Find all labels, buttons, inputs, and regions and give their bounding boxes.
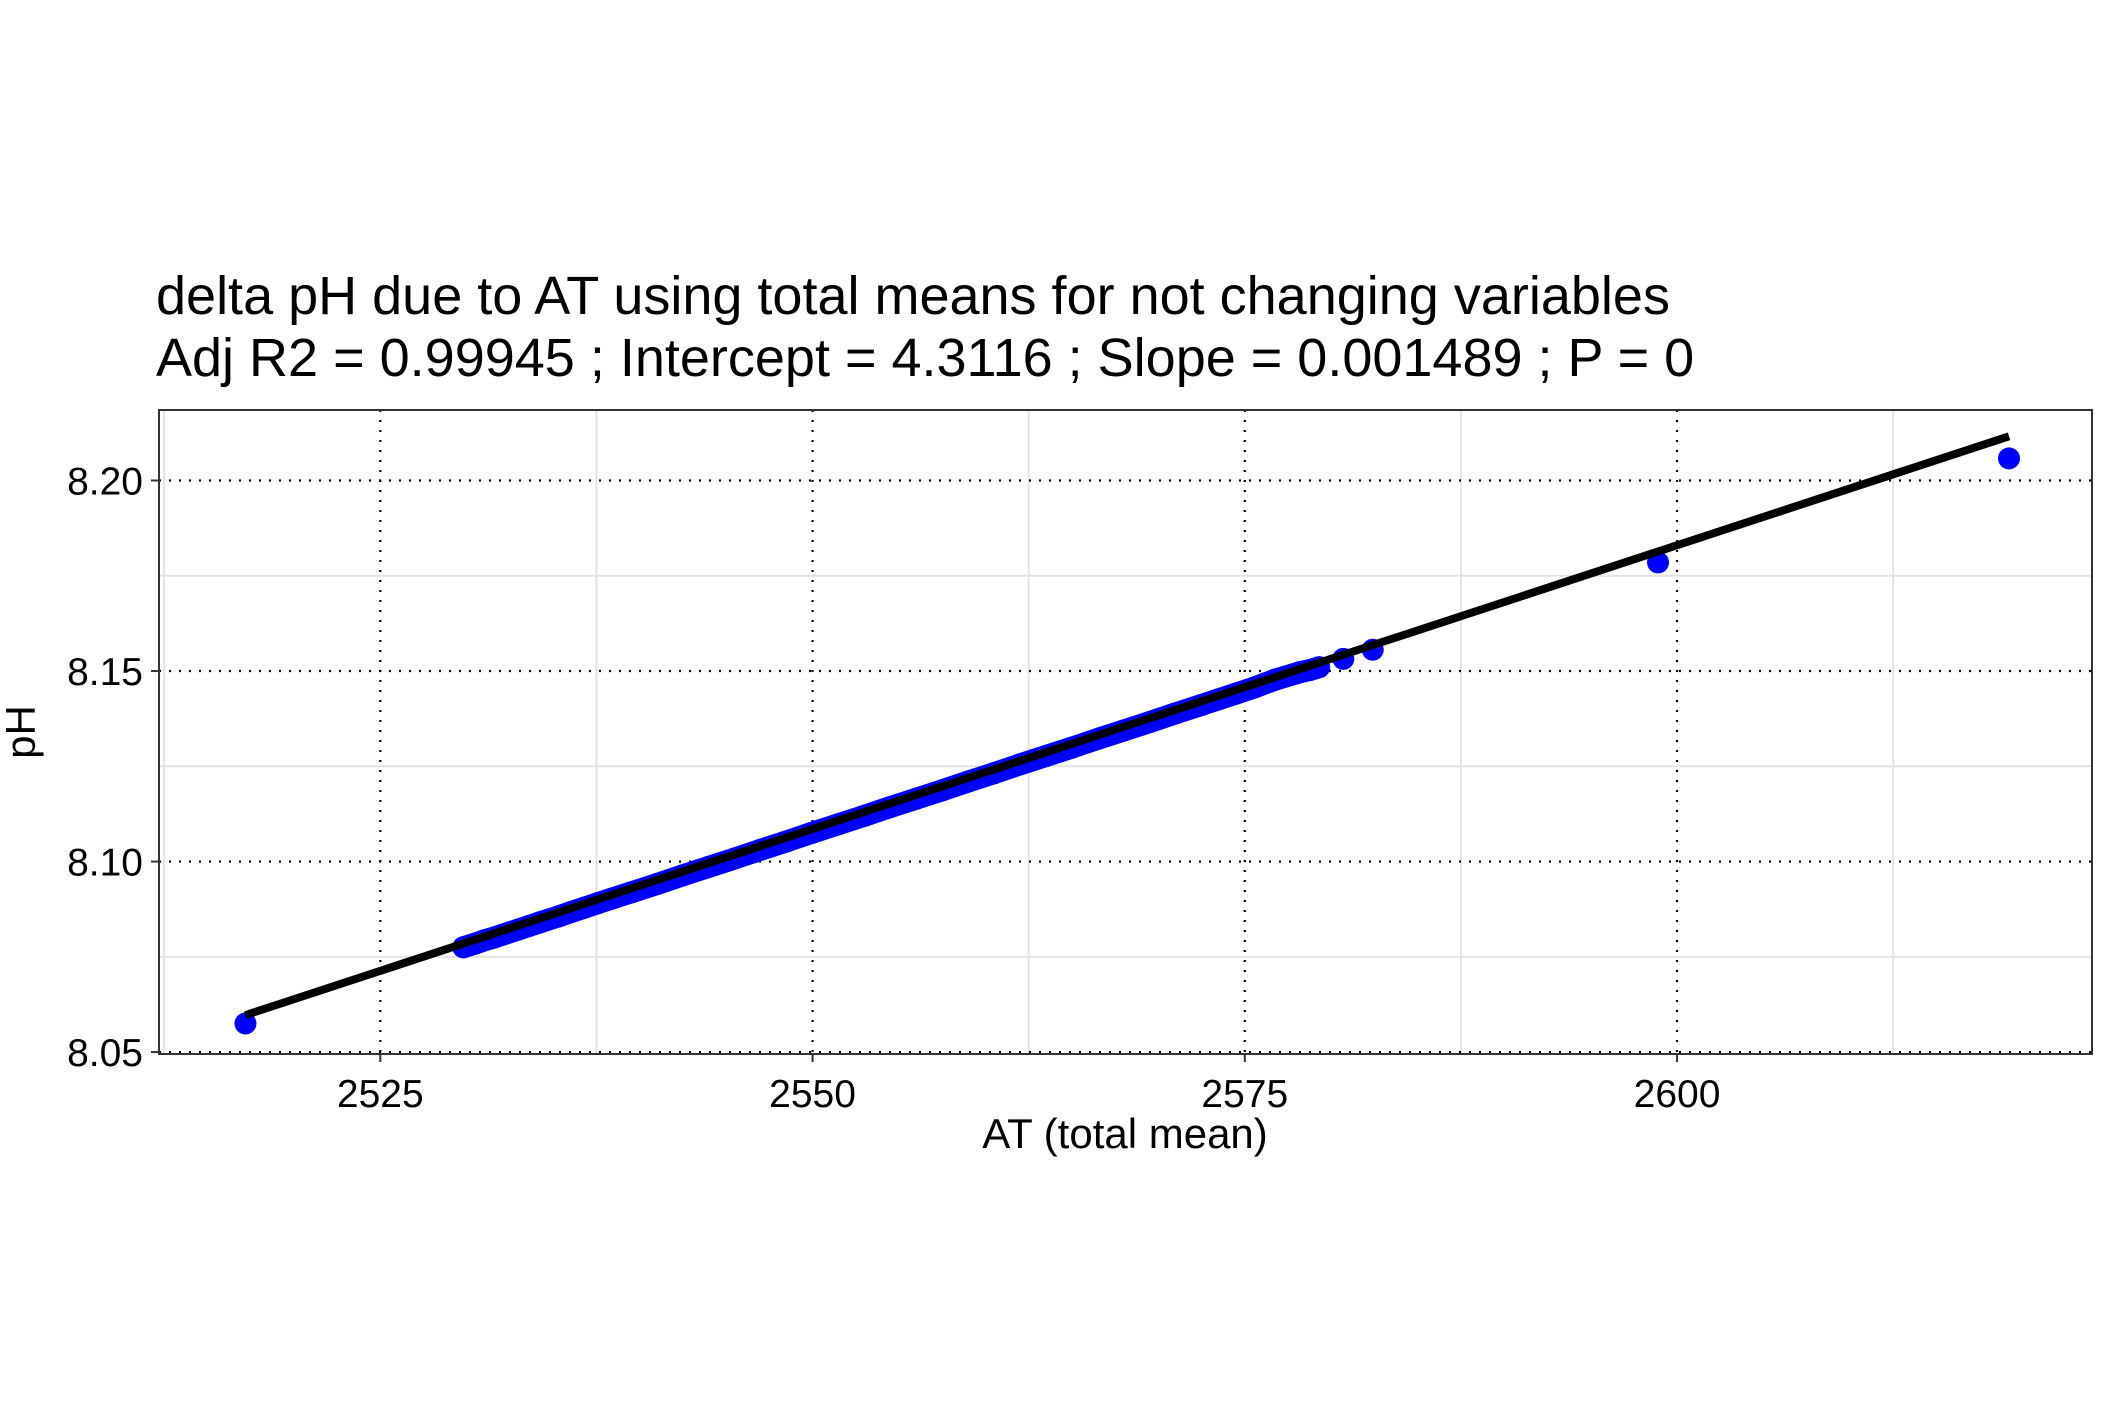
y-axis-label: pH (0, 705, 44, 759)
major-gridlines (159, 410, 2092, 1054)
y-tick-label: 8.15 (67, 651, 143, 694)
y-axis-ticks: 8.05 8.10 8.15 8.20 (67, 460, 159, 1075)
x-tick-label: 2550 (769, 1073, 856, 1116)
y-tick-label: 8.05 (67, 1032, 143, 1075)
minor-gridlines (159, 410, 2092, 1054)
x-tick-label: 2600 (1634, 1073, 1721, 1116)
chart-title: delta pH due to AT using total means for… (156, 266, 1670, 326)
y-tick-label: 8.10 (67, 842, 143, 885)
regression-line (244, 432, 2011, 1019)
data-point (1998, 447, 2021, 470)
chart-subtitle: Adj R2 = 0.99945 ; Intercept = 4.3116 ; … (156, 328, 1694, 388)
x-axis-label: AT (total mean) (982, 1110, 1268, 1157)
x-axis-ticks: 2525 2550 2575 2600 (337, 1054, 1721, 1116)
x-tick-label: 2575 (1201, 1073, 1288, 1116)
plot-panel (158, 409, 2093, 1055)
panel-border (158, 409, 2093, 1055)
y-tick-label: 8.20 (67, 460, 143, 503)
data-point-band (1299, 656, 1331, 681)
fit-line-layer (244, 432, 2011, 1019)
data-point (234, 1012, 257, 1035)
x-tick-label: 2525 (337, 1073, 424, 1116)
